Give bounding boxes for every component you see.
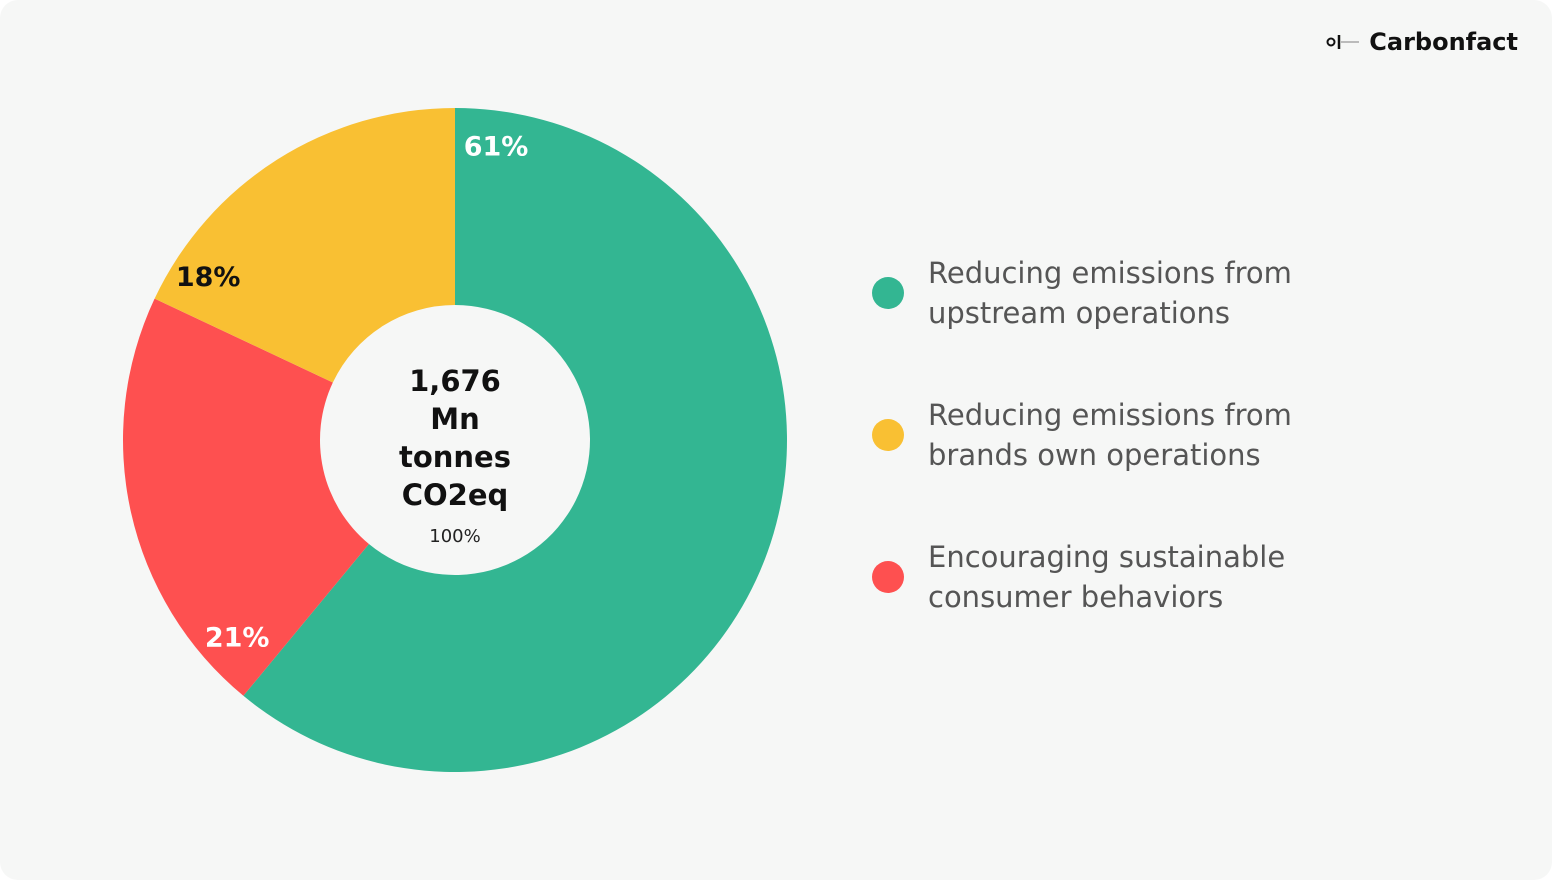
brand-icon: [1326, 35, 1360, 49]
center-label: 1,676 Mn tonnes CO2eq 100%: [335, 362, 575, 547]
brand: Carbonfact: [1325, 28, 1518, 56]
legend-item: Reducing emissions from brands own opera…: [872, 395, 1332, 475]
legend-item: Reducing emissions from upstream operati…: [872, 253, 1332, 333]
slice: [123, 298, 369, 696]
center-title: 1,676 Mn tonnes CO2eq: [398, 364, 511, 512]
legend-label: Reducing emissions from brands own opera…: [928, 398, 1292, 472]
slice-label: 18%: [176, 262, 241, 293]
slice: [154, 108, 455, 383]
legend-label: Encouraging sustainable consumer behavio…: [928, 540, 1286, 614]
center-subtitle: 100%: [429, 526, 481, 547]
legend-item: Encouraging sustainable consumer behavio…: [872, 537, 1332, 617]
brand-name: Carbonfact: [1369, 28, 1518, 56]
slice-label: 21%: [205, 622, 270, 653]
legend-label: Reducing emissions from upstream operati…: [928, 256, 1292, 330]
legend-dot: [872, 419, 904, 451]
legend-dot: [872, 561, 904, 593]
slice-label: 61%: [464, 131, 529, 162]
slice: [243, 108, 788, 772]
legend-dot: [872, 277, 904, 309]
